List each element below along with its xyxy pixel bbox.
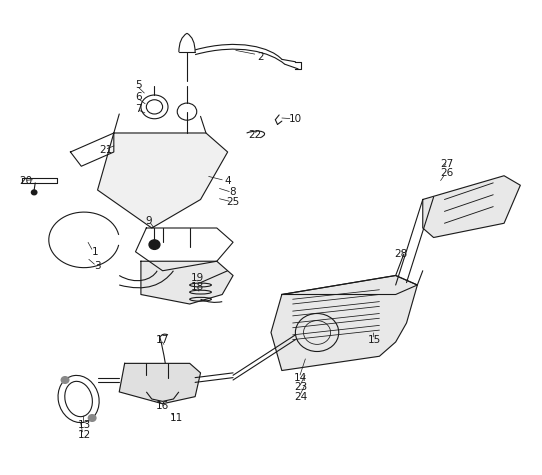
- Text: 19: 19: [191, 273, 204, 283]
- Text: 28: 28: [395, 249, 408, 259]
- Text: 13: 13: [78, 420, 91, 430]
- Text: 2: 2: [257, 52, 263, 62]
- Polygon shape: [98, 133, 228, 228]
- Text: 21: 21: [99, 144, 112, 155]
- Text: 24: 24: [294, 391, 307, 402]
- Text: 27: 27: [441, 159, 454, 169]
- Text: 6: 6: [135, 92, 141, 103]
- Text: 16: 16: [156, 401, 169, 411]
- Text: 11: 11: [170, 413, 183, 423]
- Circle shape: [31, 190, 37, 195]
- Text: 23: 23: [294, 382, 307, 392]
- Polygon shape: [119, 363, 201, 404]
- Text: 22: 22: [248, 130, 261, 141]
- Polygon shape: [271, 276, 417, 370]
- Text: 1: 1: [92, 247, 98, 257]
- Text: 8: 8: [230, 187, 236, 198]
- Text: 20: 20: [20, 175, 33, 186]
- Polygon shape: [141, 261, 233, 304]
- Text: 10: 10: [289, 114, 302, 124]
- Text: 25: 25: [227, 197, 240, 207]
- Text: 14: 14: [294, 372, 307, 383]
- Text: 5: 5: [135, 80, 141, 91]
- Text: 12: 12: [78, 429, 91, 440]
- Polygon shape: [423, 176, 520, 238]
- Text: 9: 9: [146, 216, 152, 226]
- Text: 18: 18: [191, 282, 204, 293]
- Circle shape: [88, 415, 96, 421]
- Text: 7: 7: [135, 104, 141, 114]
- Circle shape: [61, 377, 69, 383]
- Text: 3: 3: [94, 261, 101, 271]
- Text: 4: 4: [224, 175, 231, 186]
- Text: 17: 17: [156, 334, 169, 345]
- Text: 15: 15: [367, 334, 380, 345]
- Text: 26: 26: [441, 168, 454, 179]
- Circle shape: [149, 240, 160, 249]
